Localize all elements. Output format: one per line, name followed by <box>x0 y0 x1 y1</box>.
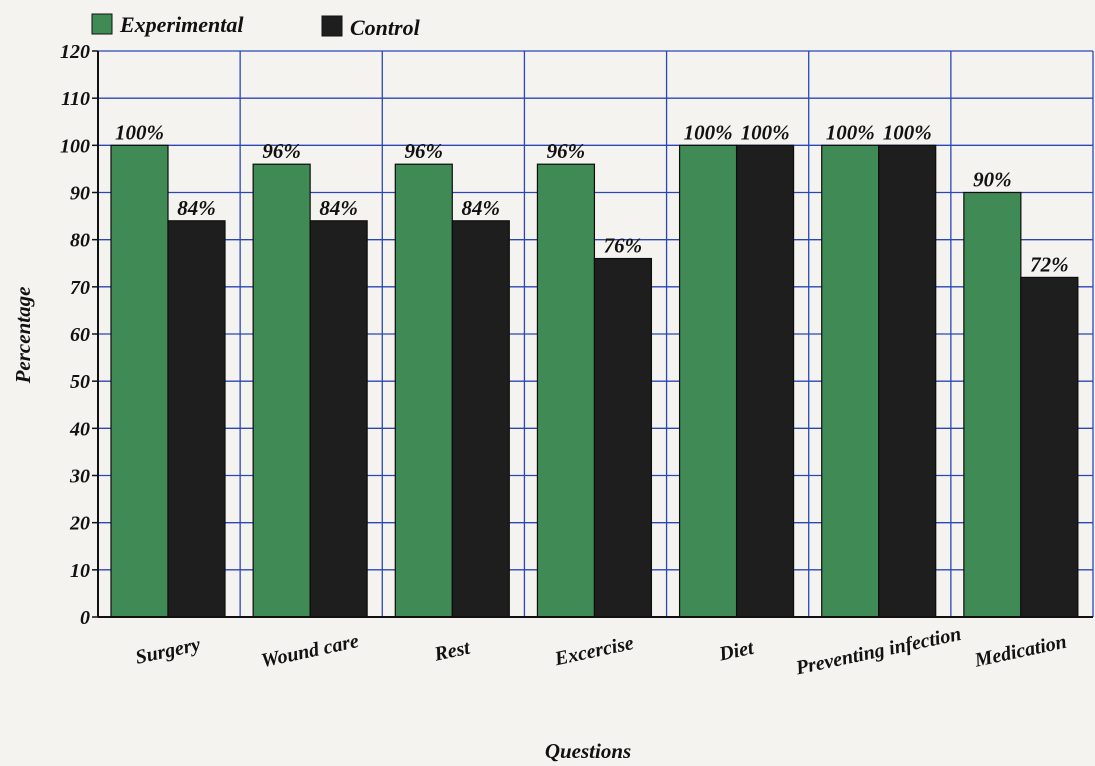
data-label-experimental-excercise: 96% <box>547 139 586 163</box>
y-tick-label-40: 40 <box>69 418 90 440</box>
bar-experimental-surgery <box>110 144 169 618</box>
y-tick-label-100: 100 <box>60 135 90 157</box>
bar-control-medication <box>1020 276 1079 618</box>
bar-experimental-excercise <box>536 163 596 618</box>
x-tick-label-excercise: Excercise <box>552 632 636 670</box>
x-tick-label-diet: Diet <box>716 636 757 665</box>
x-axis-title: Questions <box>545 739 631 763</box>
y-tick-label-120: 120 <box>60 41 90 63</box>
data-label-experimental-rest: 96% <box>405 139 444 163</box>
legend-label-experimental: Experimental <box>119 12 244 37</box>
y-tick-label-0: 0 <box>80 607 90 629</box>
bar-control-excercise <box>593 257 653 618</box>
labels-layer: 0 10 20 30 40 50 60 70 80 90 100 110 120 100% 84% Surge… <box>60 41 1069 680</box>
data-label-experimental-surgery: 100% <box>115 120 164 144</box>
bar-experimental-preventing-infection <box>821 144 880 618</box>
data-label-control-rest: 84% <box>462 196 501 220</box>
y-tick-label-60: 60 <box>70 324 90 346</box>
y-tick-label-50: 50 <box>70 371 90 393</box>
bar-experimental-wound-care <box>252 163 311 618</box>
legend: Experimental Control <box>91 12 421 40</box>
x-tick-label-surgery: Surgery <box>133 634 202 669</box>
bar-experimental-diet <box>678 144 738 618</box>
y-tick-label-20: 20 <box>69 513 90 535</box>
bar-experimental-rest <box>394 163 453 618</box>
data-label-experimental-wound-care: 96% <box>262 139 301 163</box>
y-tick-label-110: 110 <box>61 88 90 110</box>
data-label-control-diet: 100% <box>741 120 790 144</box>
axes-layer <box>92 50 1093 618</box>
legend-swatch-control <box>321 15 343 37</box>
data-label-control-wound-care: 84% <box>319 196 358 220</box>
y-tick-label-30: 30 <box>69 466 90 488</box>
bar-control-diet <box>735 144 795 618</box>
bar-experimental-medication <box>963 191 1022 618</box>
legend-label-control: Control <box>350 15 421 40</box>
y-axis-title: Percentage <box>11 287 35 385</box>
x-tick-label-wound-care: Wound care <box>259 630 361 672</box>
data-label-control-medication: 72% <box>1030 252 1069 276</box>
bar-control-surgery <box>167 220 226 618</box>
y-tick-label-70: 70 <box>70 277 90 299</box>
y-tick-label-80: 80 <box>70 230 90 252</box>
y-tick-label-90: 90 <box>70 183 90 205</box>
bar-control-wound-care <box>309 220 368 618</box>
x-tick-label-rest: Rest <box>431 636 473 665</box>
data-label-control-excercise: 76% <box>604 234 643 258</box>
data-label-experimental-diet: 100% <box>684 120 733 144</box>
x-tick-label-medication: Medication <box>972 631 1069 672</box>
data-label-experimental-medication: 90% <box>973 168 1012 192</box>
y-tick-label-10: 10 <box>70 560 90 582</box>
legend-swatch-experimental <box>91 13 113 35</box>
data-label-control-preventing-infection: 100% <box>883 120 932 144</box>
bar-control-rest <box>451 220 510 618</box>
data-label-control-surgery: 84% <box>177 196 216 220</box>
x-tick-label-preventing-infection: Preventing infection <box>793 623 963 680</box>
bar-control-preventing-infection <box>878 144 937 618</box>
bars-layer <box>110 144 1079 618</box>
data-label-experimental-preventing-infection: 100% <box>826 120 875 144</box>
